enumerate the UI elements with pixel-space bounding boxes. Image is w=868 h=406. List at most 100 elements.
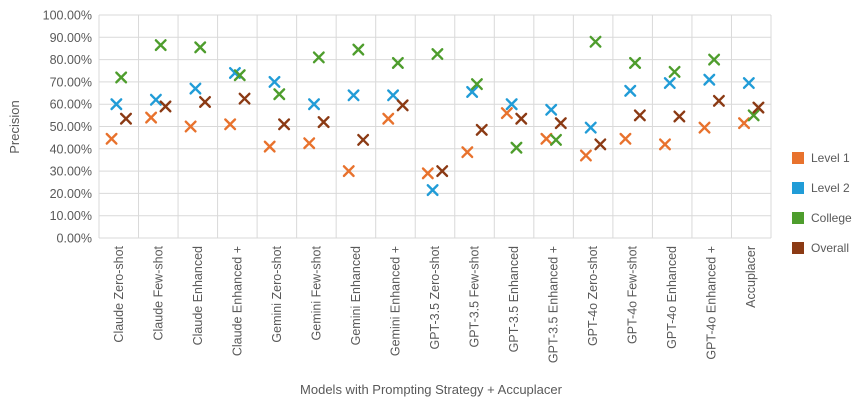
- data-point-marker-level-1: [579, 149, 592, 162]
- y-tick-label: 0.00%: [57, 232, 92, 246]
- data-point-marker-college: [352, 43, 365, 56]
- data-point-marker-college: [470, 78, 483, 91]
- data-point-marker-level-1: [184, 120, 197, 133]
- legend-swatch-icon: [792, 211, 804, 224]
- data-point-marker-level-2: [268, 75, 281, 88]
- data-point-marker-overall: [317, 116, 330, 129]
- data-point-marker-level-2: [308, 98, 321, 111]
- data-point-marker-level-2: [584, 121, 597, 134]
- data-point-marker-level-1: [658, 138, 671, 151]
- data-point-marker-college: [589, 35, 602, 48]
- y-tick-label: 80.00%: [50, 53, 92, 67]
- x-category-label: Claude Few-shot: [151, 245, 165, 340]
- data-point-marker-level-1: [500, 107, 513, 120]
- data-point-marker-college: [549, 133, 562, 146]
- y-tick-label: 40.00%: [50, 142, 92, 156]
- data-point-marker-college: [391, 56, 404, 69]
- data-point-marker-level-2: [545, 103, 558, 116]
- data-point-marker-level-2: [149, 93, 162, 106]
- legend-swatch-icon: [792, 151, 804, 164]
- legend-label: Overall: [811, 240, 850, 255]
- data-point-marker-level-1: [303, 137, 316, 150]
- data-point-marker-college: [510, 141, 523, 154]
- data-point-marker-overall: [515, 112, 528, 125]
- data-point-marker-level-2: [466, 85, 479, 98]
- data-point-marker-college: [233, 69, 246, 82]
- legend-item-overall: Overall: [792, 240, 852, 255]
- data-point-marker-college: [273, 88, 286, 101]
- data-point-marker-overall: [357, 133, 370, 146]
- y-tick-label: 60.00%: [50, 98, 92, 112]
- data-point-marker-college: [629, 56, 642, 69]
- data-point-marker-level-2: [505, 98, 518, 111]
- data-point-marker-overall: [554, 117, 567, 130]
- data-point-marker-level-1: [382, 112, 395, 125]
- data-point-marker-level-2: [110, 98, 123, 111]
- y-tick-label: 10.00%: [50, 209, 92, 223]
- data-point-marker-college: [431, 48, 444, 61]
- data-point-marker-overall: [673, 110, 686, 123]
- data-point-marker-overall: [238, 92, 251, 105]
- x-category-label: GPT-3.5 Zero-shot: [428, 245, 442, 349]
- data-point-marker-level-1: [224, 118, 237, 131]
- x-category-label: Gemini Enhanced +: [388, 246, 402, 356]
- legend-label: College: [811, 210, 852, 225]
- x-category-label: GPT-4o Enhanced: [665, 246, 679, 349]
- data-point-marker-overall: [436, 165, 449, 178]
- data-point-marker-level-1: [145, 111, 158, 124]
- x-category-label: Claude Zero-shot: [112, 245, 126, 342]
- data-point-marker-level-1: [421, 167, 434, 180]
- data-point-marker-overall: [752, 101, 765, 114]
- data-point-marker-level-1: [698, 121, 711, 134]
- data-point-marker-overall: [278, 118, 291, 131]
- x-category-label: Accuplacer: [744, 246, 758, 308]
- data-point-marker-level-1: [461, 146, 474, 159]
- y-axis-title: Precision: [7, 100, 22, 153]
- y-tick-label: 30.00%: [50, 165, 92, 179]
- y-tick-label: 90.00%: [50, 31, 92, 45]
- data-point-marker-college: [312, 51, 325, 64]
- data-point-marker-college: [115, 71, 128, 84]
- data-point-marker-level-1: [738, 117, 751, 130]
- data-point-marker-level-2: [663, 77, 676, 90]
- data-point-marker-level-1: [342, 165, 355, 178]
- legend-swatch-icon: [792, 241, 804, 254]
- x-category-label: GPT-3.5 Enhanced +: [547, 246, 561, 363]
- x-category-label: Gemini Zero-shot: [270, 245, 284, 342]
- data-point-marker-overall: [396, 99, 409, 112]
- data-point-marker-overall: [159, 100, 172, 113]
- data-point-marker-level-1: [263, 140, 276, 153]
- x-axis-title: Models with Prompting Strategy + Accupla…: [300, 382, 563, 397]
- data-point-marker-overall: [475, 123, 488, 136]
- data-point-marker-overall: [712, 94, 725, 107]
- data-point-marker-overall: [633, 109, 646, 122]
- data-point-marker-level-1: [540, 132, 553, 145]
- x-category-label: GPT-4o Zero-shot: [586, 245, 600, 346]
- legend-item-college: College: [792, 210, 852, 225]
- data-point-marker-level-1: [105, 132, 118, 145]
- y-tick-label: 50.00%: [50, 120, 92, 134]
- x-category-label: GPT-3.5 Enhanced: [507, 246, 521, 352]
- x-category-label: Gemini Few-shot: [309, 245, 323, 340]
- data-point-marker-level-2: [189, 82, 202, 95]
- y-tick-label: 100.00%: [43, 9, 92, 23]
- data-point-marker-level-2: [703, 73, 716, 86]
- data-point-marker-college: [194, 41, 207, 54]
- data-point-marker-college: [708, 53, 721, 66]
- x-category-label: Gemini Enhanced: [349, 246, 363, 345]
- x-category-label: GPT-4o Few-shot: [626, 245, 640, 343]
- data-point-marker-college: [747, 109, 760, 122]
- data-point-marker-level-2: [426, 184, 439, 197]
- data-point-marker-overall: [119, 112, 132, 125]
- y-tick-label: 20.00%: [50, 187, 92, 201]
- x-category-label: GPT-4o Enhanced +: [705, 246, 719, 360]
- data-point-marker-overall: [199, 95, 212, 108]
- legend-swatch-icon: [792, 181, 804, 194]
- x-category-label: Claude Enhanced +: [230, 246, 244, 356]
- data-point-marker-level-1: [619, 132, 632, 145]
- legend-label: Level 2: [811, 180, 850, 195]
- chart-legend: Level 1 Level 2 College Overall: [792, 150, 852, 255]
- legend-label: Level 1: [811, 150, 850, 165]
